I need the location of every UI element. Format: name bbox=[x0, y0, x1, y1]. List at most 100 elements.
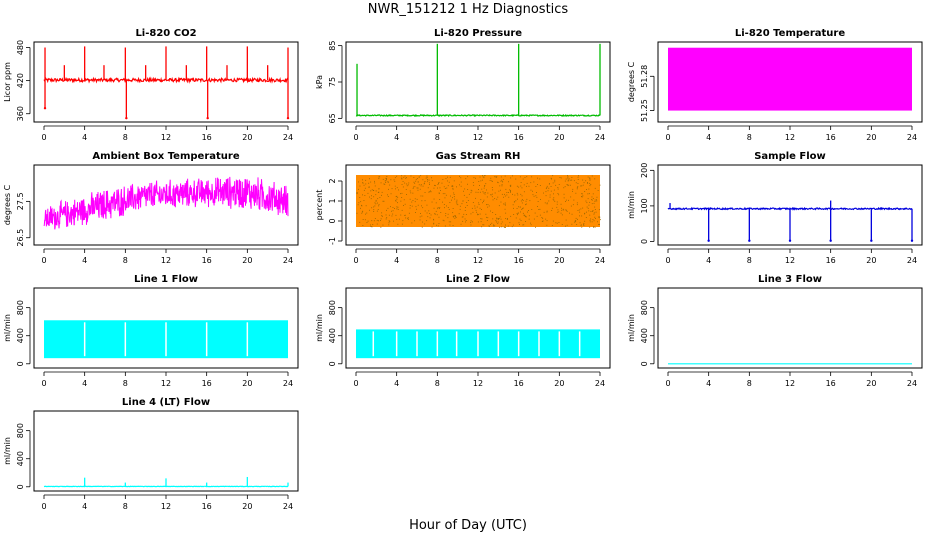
y-tick-label: 2 bbox=[328, 178, 337, 183]
series-point bbox=[505, 212, 507, 214]
x-tick-label: 20 bbox=[242, 133, 252, 142]
series-point bbox=[561, 207, 562, 209]
series-point bbox=[563, 187, 565, 189]
series-point bbox=[474, 205, 476, 207]
series-point bbox=[568, 199, 569, 201]
series-point bbox=[537, 177, 538, 179]
series-point bbox=[452, 187, 454, 189]
series-point bbox=[589, 179, 591, 181]
series-point bbox=[487, 206, 489, 208]
series-point bbox=[415, 179, 417, 181]
series-point bbox=[591, 199, 593, 200]
chart-title: Line 1 Flow bbox=[134, 274, 198, 285]
series-point bbox=[420, 195, 422, 197]
x-tick-label: 8 bbox=[435, 256, 440, 265]
series-point bbox=[443, 220, 445, 222]
series-point bbox=[567, 176, 569, 178]
series-point bbox=[475, 191, 477, 193]
series-point bbox=[528, 215, 530, 217]
series-point bbox=[541, 221, 543, 222]
series-point bbox=[444, 207, 445, 209]
series-point bbox=[545, 218, 547, 220]
series-point bbox=[418, 176, 420, 178]
series-point bbox=[593, 220, 595, 222]
series-point bbox=[415, 206, 417, 208]
series-point bbox=[467, 183, 468, 185]
series-point bbox=[538, 209, 540, 210]
series-point bbox=[422, 179, 424, 181]
series-point bbox=[571, 177, 573, 178]
x-tick-label: 16 bbox=[826, 133, 836, 142]
series-point bbox=[401, 175, 403, 177]
series-point bbox=[517, 198, 518, 200]
series-point bbox=[437, 207, 439, 208]
series-point bbox=[448, 221, 450, 223]
series-point bbox=[388, 222, 390, 224]
series-point bbox=[456, 186, 457, 188]
data-layer bbox=[668, 47, 912, 111]
series-point bbox=[532, 194, 534, 196]
series-point bbox=[581, 215, 583, 217]
x-tick-label: 0 bbox=[41, 133, 46, 142]
series-point bbox=[567, 180, 569, 182]
series-point bbox=[431, 180, 433, 182]
series-point bbox=[412, 200, 414, 201]
series-point bbox=[445, 194, 447, 196]
series-point bbox=[397, 209, 399, 210]
series-point bbox=[526, 198, 528, 200]
series-point bbox=[456, 203, 458, 205]
y-tick-label: 400 bbox=[16, 328, 25, 343]
series-point bbox=[423, 183, 425, 185]
series-point bbox=[910, 239, 914, 242]
series-point bbox=[456, 199, 458, 201]
series-point bbox=[415, 212, 416, 213]
series-point bbox=[406, 183, 408, 185]
series-point bbox=[427, 180, 428, 182]
series-point bbox=[554, 200, 556, 202]
series-point bbox=[372, 224, 374, 225]
series-point bbox=[536, 215, 538, 217]
series-point bbox=[546, 211, 548, 213]
x-tick-label: 4 bbox=[394, 379, 399, 388]
series-point bbox=[396, 195, 398, 197]
x-tick-label: 20 bbox=[242, 502, 252, 511]
series-point bbox=[459, 205, 461, 207]
series-point bbox=[543, 192, 544, 194]
series-point bbox=[594, 216, 596, 218]
series-point bbox=[520, 182, 522, 183]
series-point bbox=[426, 212, 428, 214]
series-point bbox=[593, 212, 595, 214]
series-point bbox=[588, 193, 590, 195]
series-line bbox=[43, 176, 289, 230]
series-point bbox=[583, 223, 585, 224]
series-point bbox=[427, 179, 428, 180]
series-point bbox=[525, 216, 527, 218]
series-point bbox=[408, 212, 410, 214]
series-point bbox=[466, 205, 468, 206]
x-tick-label: 24 bbox=[283, 133, 293, 142]
series-point bbox=[475, 177, 476, 179]
series-point bbox=[587, 207, 589, 209]
series-point bbox=[433, 223, 435, 225]
x-tick-label: 20 bbox=[866, 256, 876, 265]
series-point bbox=[443, 204, 445, 205]
plot-frame bbox=[345, 164, 611, 246]
series-point bbox=[478, 202, 480, 204]
series-point bbox=[501, 193, 503, 195]
series-point bbox=[584, 191, 586, 192]
series-point bbox=[500, 176, 502, 178]
series-point bbox=[524, 215, 526, 217]
series-point bbox=[482, 179, 483, 181]
y-tick-label: 100 bbox=[640, 198, 649, 213]
series-point bbox=[513, 214, 515, 215]
series-point bbox=[484, 185, 486, 186]
series-point bbox=[564, 186, 566, 188]
x-tick-label: 24 bbox=[907, 133, 917, 142]
series-point bbox=[595, 218, 596, 219]
x-tick-label: 4 bbox=[82, 502, 87, 511]
series-point bbox=[581, 193, 583, 195]
series-point bbox=[552, 175, 554, 177]
data-layer bbox=[43, 176, 289, 230]
series-point bbox=[424, 200, 426, 202]
series-point bbox=[485, 183, 487, 185]
